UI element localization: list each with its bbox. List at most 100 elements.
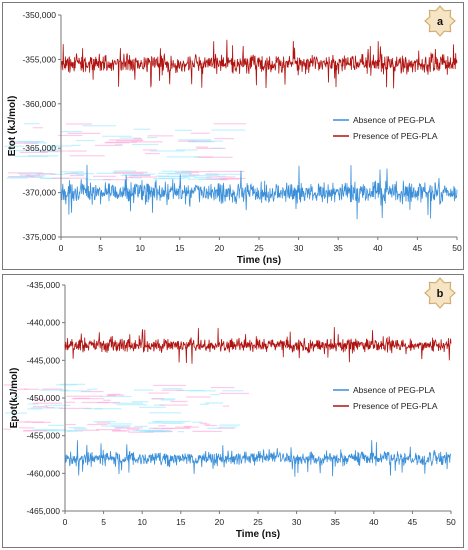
background-speckle bbox=[133, 128, 151, 130]
background-speckle bbox=[178, 139, 212, 141]
background-speckle bbox=[68, 427, 85, 429]
background-speckle bbox=[108, 423, 133, 425]
y-tick-label: -450,000 bbox=[26, 393, 60, 403]
background-speckle bbox=[65, 173, 95, 175]
background-speckle bbox=[18, 173, 53, 175]
background-speckle bbox=[213, 123, 246, 125]
background-speckle bbox=[48, 150, 66, 152]
background-speckle bbox=[219, 424, 241, 426]
background-speckle bbox=[71, 398, 105, 400]
y-tick-label: -360,000 bbox=[22, 99, 56, 109]
background-speckle bbox=[119, 137, 141, 139]
background-speckle bbox=[32, 402, 62, 404]
background-speckle bbox=[131, 177, 142, 179]
background-speckle bbox=[134, 425, 148, 428]
background-speckle bbox=[143, 431, 152, 433]
background-speckle bbox=[84, 179, 112, 181]
background-speckle bbox=[177, 431, 185, 433]
x-tick-label: 30 bbox=[292, 517, 302, 527]
background-speckle bbox=[113, 170, 137, 172]
background-speckle bbox=[182, 174, 218, 177]
background-speckle bbox=[42, 388, 63, 390]
background-speckle bbox=[145, 153, 160, 155]
background-speckle bbox=[192, 430, 222, 432]
background-speckle bbox=[145, 430, 168, 432]
background-speckle bbox=[222, 405, 230, 407]
background-speckle bbox=[196, 147, 226, 149]
background-speckle bbox=[41, 151, 60, 153]
background-speckle bbox=[114, 172, 144, 174]
background-speckle bbox=[71, 144, 81, 146]
background-speckle bbox=[28, 403, 39, 405]
background-speckle bbox=[116, 404, 147, 406]
background-speckle bbox=[160, 399, 175, 401]
background-speckle bbox=[103, 179, 129, 181]
background-speckle bbox=[112, 402, 143, 404]
background-speckle bbox=[112, 171, 148, 173]
background-speckle bbox=[100, 395, 132, 398]
background-speckle bbox=[50, 173, 66, 175]
legend-label: Presence of PEG-PLA bbox=[353, 401, 438, 411]
background-speckle bbox=[161, 170, 192, 172]
background-speckle bbox=[199, 403, 209, 405]
background-speckle bbox=[204, 424, 218, 427]
background-speckle bbox=[206, 176, 236, 178]
background-speckle bbox=[56, 384, 77, 386]
background-speckle bbox=[217, 175, 226, 177]
background-speckle bbox=[217, 427, 235, 429]
background-speckle bbox=[4, 145, 25, 147]
series-line-presence bbox=[64, 327, 452, 364]
background-speckle bbox=[45, 407, 55, 409]
background-speckle bbox=[111, 425, 131, 427]
x-tick-label: 0 bbox=[63, 517, 68, 527]
background-speckle bbox=[32, 127, 44, 129]
legend-label: Absence of PEG-PLA bbox=[353, 115, 435, 125]
background-speckle bbox=[203, 423, 211, 425]
background-speckle bbox=[186, 396, 211, 398]
background-speckle bbox=[11, 395, 19, 398]
y-tick-label: -465,000 bbox=[26, 506, 60, 516]
background-speckle bbox=[181, 170, 211, 173]
background-speckle bbox=[103, 399, 111, 401]
background-speckle bbox=[222, 390, 244, 392]
background-speckle bbox=[187, 178, 222, 180]
background-speckle bbox=[80, 390, 104, 393]
x-tick-label: 5 bbox=[98, 243, 103, 253]
background-speckle bbox=[109, 139, 143, 141]
chart-panel-b: -435,000 -440,000 -445,000 -450,000 -455,000… bbox=[2, 274, 464, 548]
x-tick-label: 35 bbox=[330, 517, 340, 527]
background-speckle bbox=[190, 132, 210, 134]
background-speckle bbox=[69, 174, 84, 177]
x-tick-label: 0 bbox=[59, 243, 64, 253]
background-speckle bbox=[33, 398, 46, 401]
x-tick-label: 45 bbox=[408, 517, 418, 527]
background-speckle bbox=[43, 430, 74, 432]
background-speckle bbox=[133, 389, 154, 391]
series-line-absence bbox=[60, 164, 458, 220]
x-tick-label: 15 bbox=[176, 517, 186, 527]
background-speckle bbox=[170, 400, 188, 403]
background-speckle bbox=[34, 149, 61, 151]
background-speckle bbox=[174, 426, 190, 428]
background-speckle bbox=[122, 173, 156, 175]
background-speckle bbox=[95, 429, 121, 431]
background-speckle bbox=[3, 384, 14, 386]
background-speckle bbox=[193, 176, 212, 178]
background-speckle bbox=[148, 392, 169, 394]
background-speckle bbox=[160, 427, 191, 430]
background-speckle bbox=[66, 150, 87, 152]
background-speckle bbox=[23, 388, 39, 390]
background-speckle bbox=[175, 149, 198, 151]
background-speckle bbox=[81, 401, 110, 404]
x-tick-label: 15 bbox=[175, 243, 185, 253]
background-speckle bbox=[139, 406, 166, 408]
background-speckle bbox=[39, 177, 55, 180]
background-speckle bbox=[46, 146, 58, 148]
background-speckle bbox=[14, 155, 49, 157]
background-speckle bbox=[8, 176, 45, 178]
background-speckle bbox=[149, 150, 185, 152]
y-tick-label: -370,000 bbox=[22, 188, 56, 198]
background-speckle bbox=[131, 175, 151, 177]
y-tick-label: -365,000 bbox=[22, 143, 56, 153]
background-speckle bbox=[11, 142, 39, 144]
